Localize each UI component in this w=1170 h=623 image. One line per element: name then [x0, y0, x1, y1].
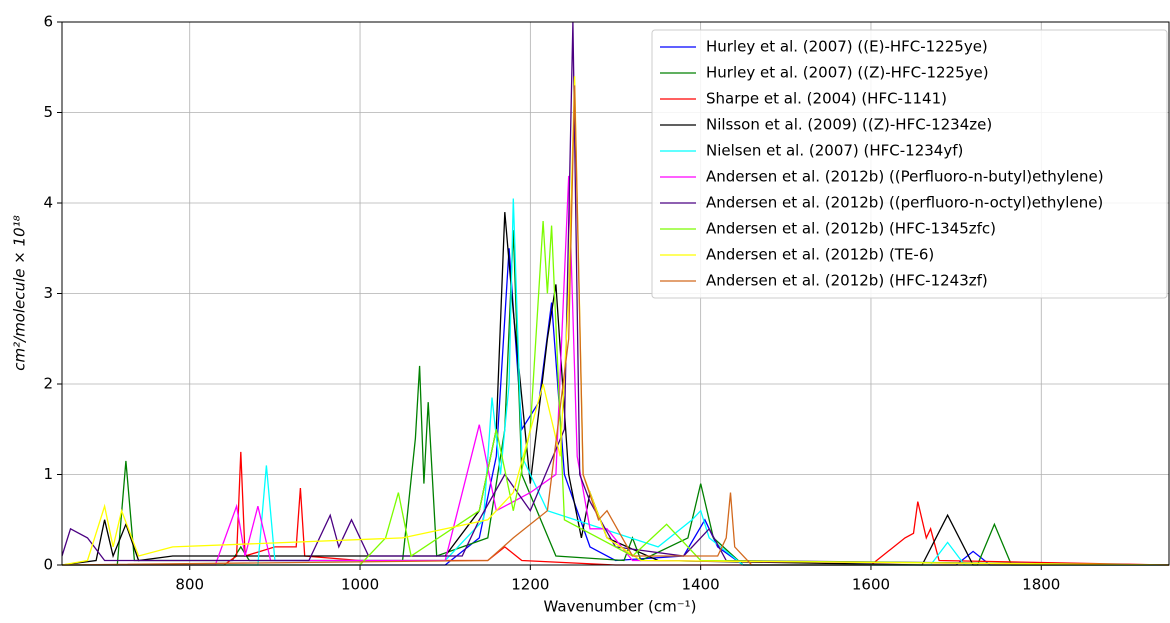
legend-label: Hurley et al. (2007) ((Z)-HFC-1225ye)	[706, 64, 989, 82]
x-tick-label: 1200	[511, 576, 549, 594]
legend-label: Hurley et al. (2007) ((E)-HFC-1225ye)	[706, 38, 988, 56]
y-axis-label: cm²/molecule × 10¹⁸	[11, 215, 29, 370]
y-tick-label: 6	[43, 13, 53, 31]
x-tick-label: 1600	[852, 576, 890, 594]
series-line	[62, 451, 1170, 566]
x-tick-label: 800	[175, 576, 204, 594]
y-tick-label: 2	[43, 375, 53, 393]
legend-label: Nilsson et al. (2009) ((Z)-HFC-1234ze)	[706, 116, 992, 134]
series-line	[61, 85, 1169, 566]
legend-label: Andersen et al. (2012b) ((Perfluoro-n-bu…	[706, 168, 1104, 186]
x-tick-label: 1800	[1022, 576, 1060, 594]
legend-label: Nielsen et al. (2007) (HFC-1234yf)	[706, 142, 963, 160]
y-tick-label: 1	[43, 465, 53, 483]
x-tick-label: 1000	[341, 576, 379, 594]
y-tick-label: 0	[43, 556, 53, 574]
x-tick-label: 1400	[682, 576, 720, 594]
series-line	[61, 21, 1170, 566]
plot-frame	[61, 21, 1170, 566]
x-axis-label: Wavenumber (cm⁻¹)	[544, 598, 697, 616]
legend-label: Andersen et al. (2012b) ((perfluoro-n-oc…	[706, 194, 1103, 212]
legend-label: Andersen et al. (2012b) (TE-6)	[706, 246, 934, 264]
legend-label: Andersen et al. (2012b) (HFC-1243zf)	[706, 272, 988, 290]
y-tick-label: 3	[43, 284, 53, 302]
legend-label: Sharpe et al. (2004) (HFC-1141)	[706, 90, 947, 108]
y-tick-label: 4	[43, 194, 53, 212]
legend-box	[651, 29, 1168, 299]
legend-label: Andersen et al. (2012b) (HFC-1345zfc)	[706, 220, 996, 238]
y-tick-label: 5	[43, 103, 53, 121]
